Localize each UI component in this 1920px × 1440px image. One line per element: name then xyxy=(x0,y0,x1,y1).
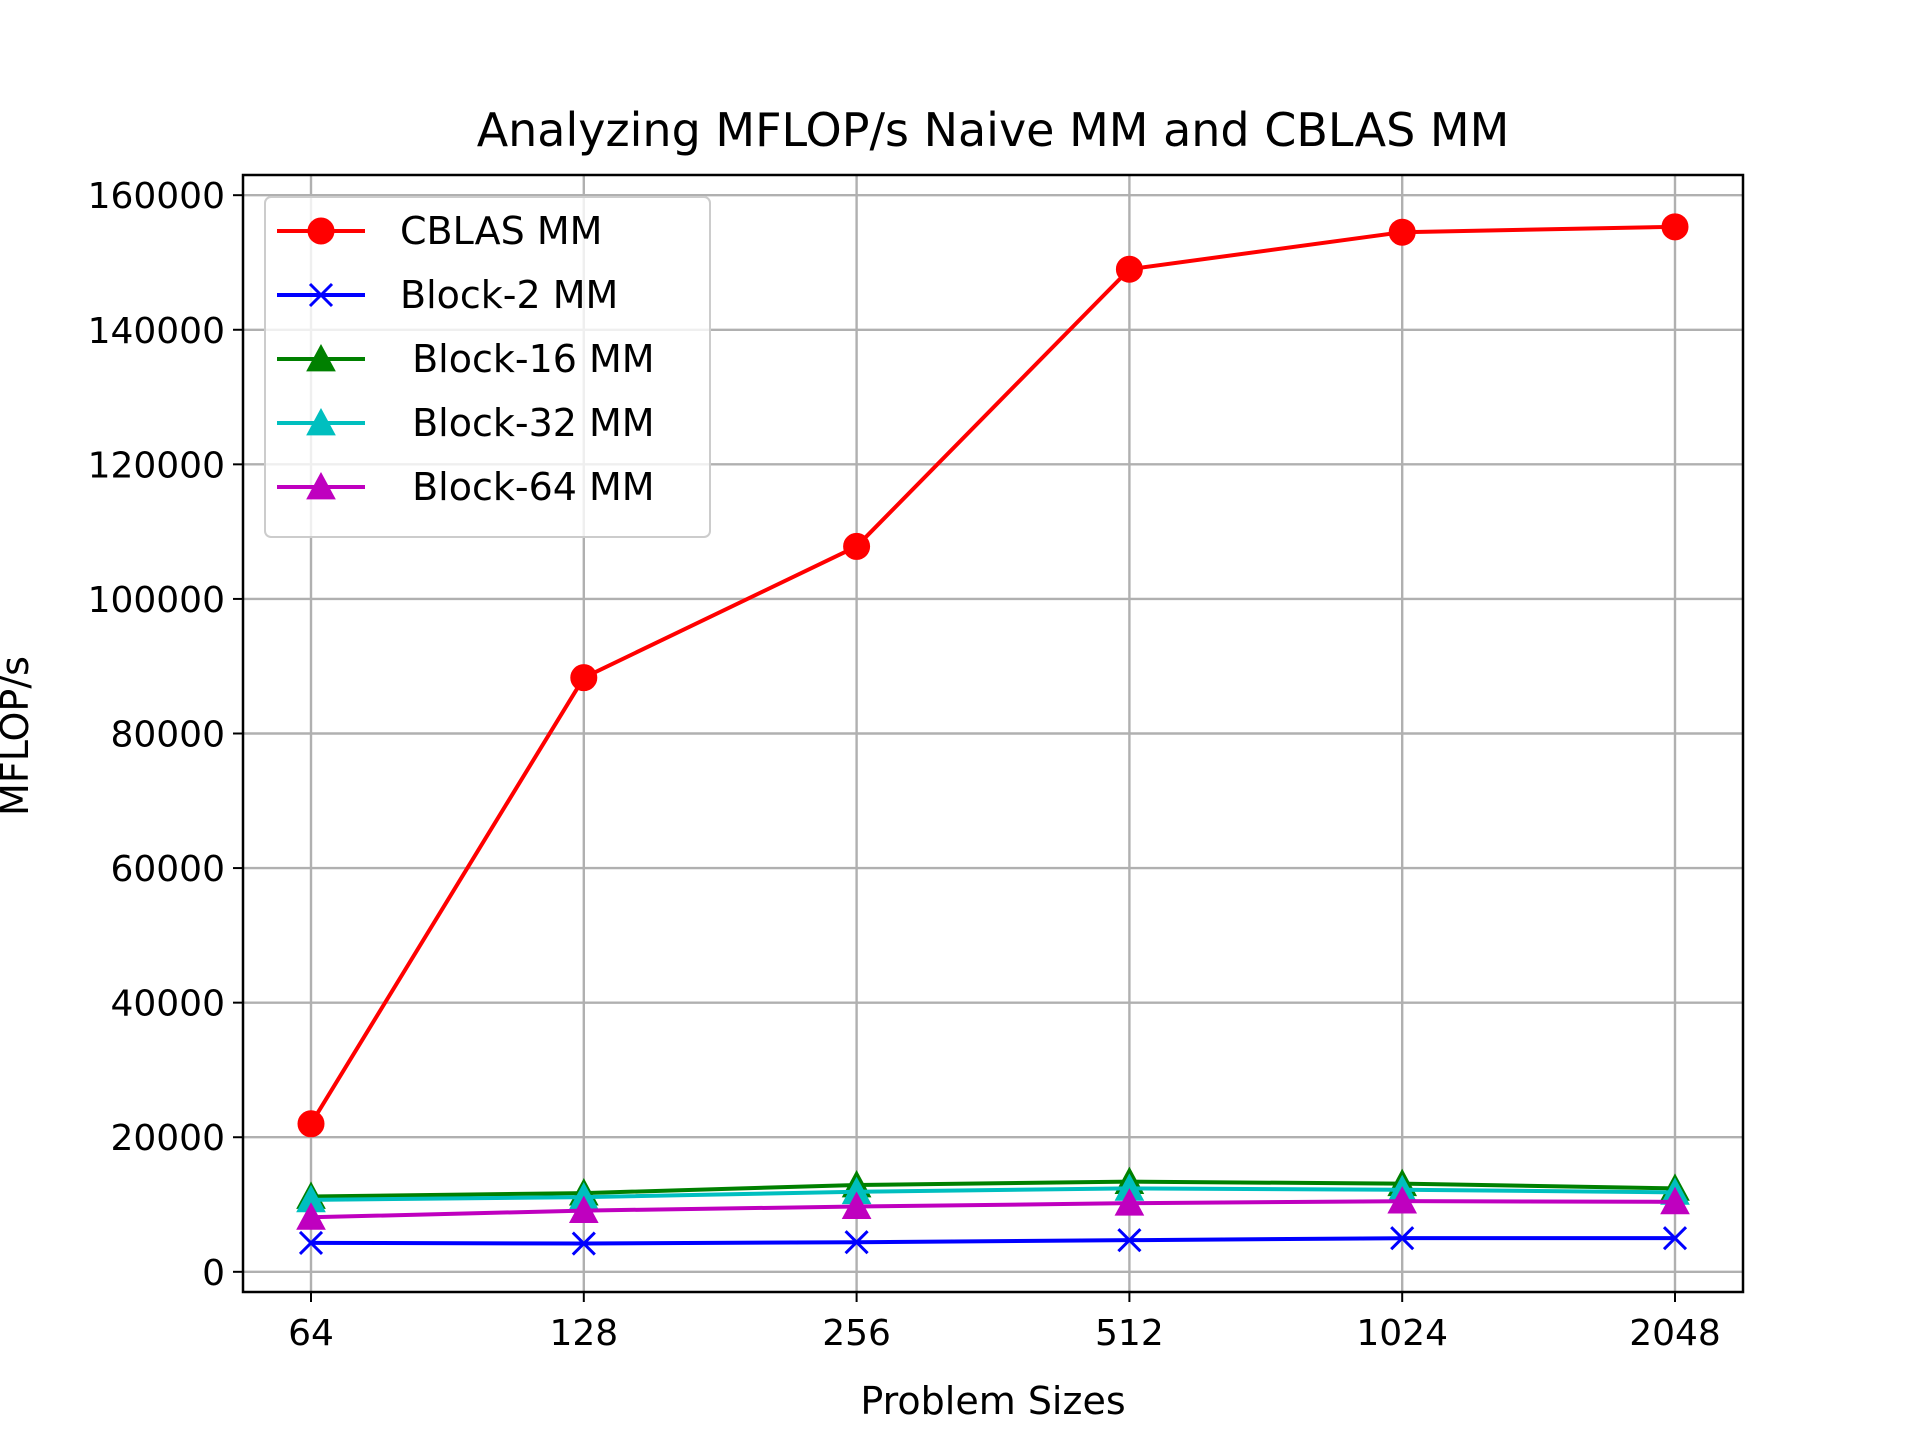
chart-title: Analyzing MFLOP/s Naive MM and CBLAS MM xyxy=(477,103,1510,157)
legend-marker xyxy=(306,343,336,372)
legend-marker xyxy=(306,407,336,436)
data-point-stroke xyxy=(298,1230,324,1255)
legend-label: Block-2 MM xyxy=(400,273,618,317)
x-axis-label: Problem Sizes xyxy=(860,1379,1125,1423)
data-point xyxy=(1115,255,1143,283)
legend-marker-stroke xyxy=(308,282,334,308)
data-point xyxy=(844,1230,869,1255)
series-4 xyxy=(296,1186,1690,1230)
y-tick-label: 20000 xyxy=(110,1118,225,1159)
data-point xyxy=(570,664,598,692)
x-tick-label: 64 xyxy=(288,1313,334,1354)
legend-marker xyxy=(307,217,335,245)
data-point xyxy=(1660,1186,1690,1215)
data-point xyxy=(298,1230,324,1255)
data-point xyxy=(571,1231,596,1256)
data-point xyxy=(843,532,871,560)
y-tick-label: 160000 xyxy=(88,176,225,217)
legend-label: Block-32 MM xyxy=(400,401,655,445)
data-point xyxy=(1117,1228,1142,1253)
series-line xyxy=(310,1179,1676,1199)
y-tick-label: 140000 xyxy=(88,311,225,352)
data-point xyxy=(1662,1226,1688,1251)
data-point xyxy=(568,1195,599,1223)
data-point-stroke xyxy=(1662,1226,1688,1251)
data-point xyxy=(1661,213,1689,241)
series-line xyxy=(310,1199,1676,1220)
series-0 xyxy=(297,213,1689,1138)
y-tick-label: 120000 xyxy=(88,445,225,486)
data-point xyxy=(1114,1188,1145,1216)
legend-label: CBLAS MM xyxy=(400,209,602,253)
data-point xyxy=(296,1202,326,1230)
legend-box xyxy=(264,196,711,538)
data-point xyxy=(1390,1226,1415,1251)
series-layer xyxy=(296,213,1690,1256)
y-tick-label: 40000 xyxy=(110,984,225,1025)
plot-area-frame xyxy=(241,173,1745,1294)
y-tick-label: 0 xyxy=(202,1253,225,1294)
x-tick-label: 512 xyxy=(1095,1313,1164,1354)
series-line xyxy=(309,224,1676,1125)
data-point xyxy=(1387,1186,1418,1214)
x-tick-label: 256 xyxy=(822,1313,891,1354)
y-tick-label: 100000 xyxy=(88,580,225,621)
legend-label: Block-64 MM xyxy=(400,465,655,509)
x-tick-label: 1024 xyxy=(1356,1313,1448,1354)
series-line xyxy=(310,1186,1676,1202)
data-point xyxy=(841,1191,872,1219)
x-tick-label: 2048 xyxy=(1629,1313,1721,1354)
legend-marker xyxy=(308,282,334,308)
grid-lines xyxy=(243,175,1743,1292)
data-point-stroke xyxy=(571,1231,596,1256)
series-1 xyxy=(298,1226,1688,1256)
x-tick-label: 128 xyxy=(549,1313,618,1354)
data-point-stroke xyxy=(1117,1228,1142,1253)
data-point xyxy=(297,1110,325,1138)
axis-ticks: 64 128 256 512 1024 2048 0 20000 40000 60000 80000… xyxy=(88,176,1721,1354)
data-point xyxy=(1388,218,1416,246)
data-point-stroke xyxy=(1390,1226,1415,1251)
y-tick-label: 80000 xyxy=(110,715,225,756)
data-point-stroke xyxy=(844,1230,869,1255)
legend-marker xyxy=(306,471,336,500)
y-axis-label: MFLOP/s xyxy=(0,656,37,816)
legend-label: Block-16 MM xyxy=(400,337,655,381)
series-line xyxy=(310,1236,1675,1246)
legend: CBLAS MM Block-2 MM Block-16 MM Block-32 … xyxy=(264,196,711,538)
y-tick-label: 60000 xyxy=(110,849,225,890)
